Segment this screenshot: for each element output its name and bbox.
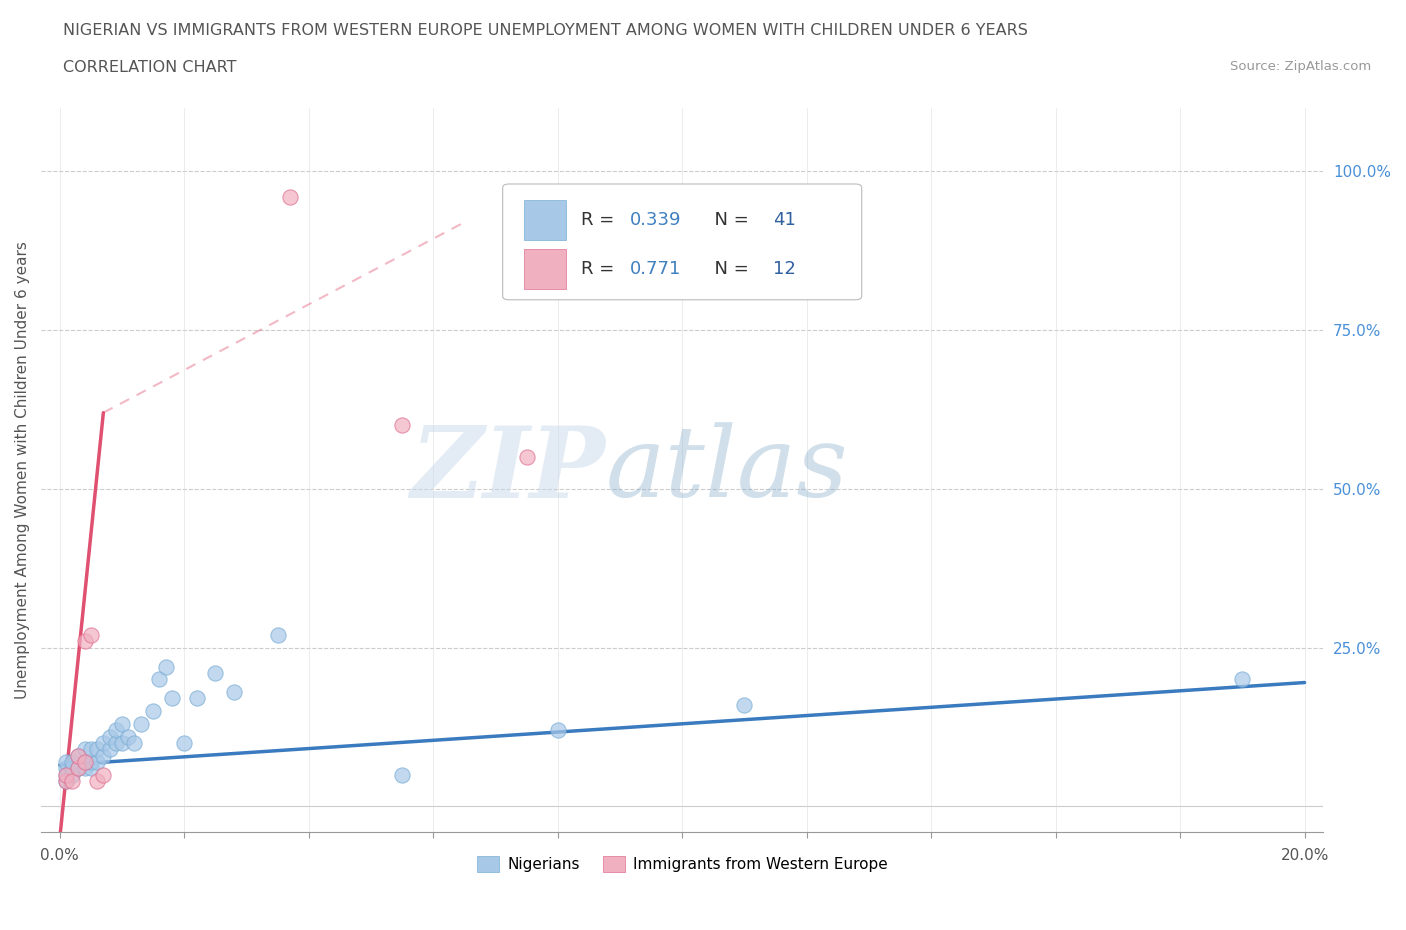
Point (67, 748, 90, 763)
Point (391, 418, 413, 432)
Text: ZIP: ZIP (411, 421, 605, 518)
FancyBboxPatch shape (503, 184, 862, 299)
Point (1232, 672, 1254, 687)
Text: 0.0%: 0.0% (41, 847, 79, 863)
FancyBboxPatch shape (524, 200, 565, 240)
Point (148, 672, 170, 687)
Point (55, 754, 77, 769)
Point (80, 742, 103, 757)
Point (173, 736, 195, 751)
Text: NIGERIAN VS IMMIGRANTS FROM WESTERN EUROPE UNEMPLOYMENT AMONG WOMEN WITH CHILDRE: NIGERIAN VS IMMIGRANTS FROM WESTERN EURO… (63, 23, 1028, 38)
Point (67, 761, 90, 776)
Point (73, 634, 96, 649)
Point (55, 761, 77, 776)
Text: N =: N = (703, 260, 754, 278)
Point (80, 761, 103, 776)
Point (86, 774, 108, 789)
Point (204, 666, 226, 681)
Point (186, 691, 208, 706)
Point (60, 761, 83, 776)
Point (278, 190, 301, 205)
Legend: Nigerians, Immigrants from Western Europe: Nigerians, Immigrants from Western Europ… (471, 850, 894, 878)
Point (73, 761, 96, 776)
Text: 41: 41 (773, 211, 796, 229)
Point (93, 748, 115, 763)
Point (98, 729, 121, 744)
Point (73, 754, 96, 769)
Y-axis label: Unemployment Among Women with Children Under 6 years: Unemployment Among Women with Children U… (15, 241, 30, 698)
Point (111, 716, 134, 731)
Point (80, 628, 103, 643)
Point (547, 723, 569, 737)
Point (391, 767, 413, 782)
Point (73, 754, 96, 769)
Point (67, 761, 90, 776)
Point (117, 729, 139, 744)
Point (160, 691, 183, 706)
Point (266, 628, 288, 643)
Point (60, 767, 83, 782)
Text: 0.339: 0.339 (630, 211, 681, 229)
Point (60, 754, 83, 769)
Point (55, 767, 77, 782)
Point (55, 774, 77, 789)
Point (93, 736, 115, 751)
Text: 20.0%: 20.0% (1281, 847, 1329, 863)
Point (142, 704, 165, 719)
Point (124, 736, 146, 751)
Text: N =: N = (703, 211, 754, 229)
Text: Source: ZipAtlas.com: Source: ZipAtlas.com (1230, 60, 1371, 73)
Point (104, 736, 127, 751)
Text: R =: R = (581, 211, 620, 229)
Text: R =: R = (581, 260, 620, 278)
Point (80, 754, 103, 769)
Point (104, 723, 127, 737)
Point (67, 748, 90, 763)
Point (93, 767, 115, 782)
Point (129, 716, 152, 731)
Text: CORRELATION CHART: CORRELATION CHART (63, 60, 236, 75)
Point (98, 742, 121, 757)
Text: 12: 12 (773, 260, 796, 278)
Point (155, 659, 177, 674)
Point (516, 450, 538, 465)
Point (55, 767, 77, 782)
Point (733, 698, 755, 712)
Point (55, 774, 77, 789)
Text: 0.771: 0.771 (630, 260, 681, 278)
Point (222, 684, 245, 699)
Text: atlas: atlas (605, 422, 848, 517)
Point (60, 774, 83, 789)
Point (73, 742, 96, 757)
Point (86, 754, 108, 769)
FancyBboxPatch shape (524, 249, 565, 289)
Point (86, 742, 108, 757)
Point (111, 736, 134, 751)
